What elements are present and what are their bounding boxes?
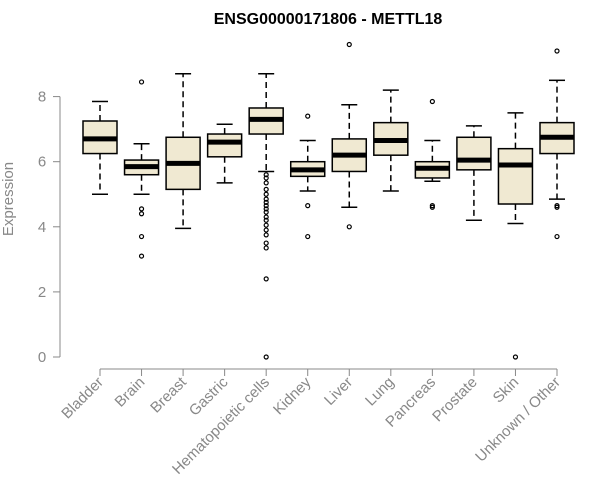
y-tick-label: 8 <box>38 89 46 106</box>
outlier-point <box>263 172 269 178</box>
y-axis: 0 2 4 6 8 <box>38 89 61 366</box>
box-liver <box>331 41 368 230</box>
outlier-point <box>263 245 269 251</box>
x-tick-label: Breast <box>147 373 190 416</box>
y-tick-label: 6 <box>38 154 46 171</box>
outlier-point <box>263 209 269 215</box>
outlier-point <box>263 196 269 202</box>
x-tick-label: Lung <box>362 374 398 410</box>
outlier-point <box>512 354 519 360</box>
x-tick-label: Prostate <box>429 374 481 426</box>
iqr-box <box>497 147 534 205</box>
box-gastric <box>206 123 243 184</box>
outlier-point <box>138 253 145 259</box>
iqr-box <box>206 133 243 158</box>
outlier-point <box>263 191 269 197</box>
outlier-point <box>263 276 269 282</box>
box-hematopoietic-cells <box>248 73 284 360</box>
outlier-point <box>263 214 269 220</box>
outlier-point <box>263 354 269 360</box>
outlier-point <box>263 180 269 186</box>
x-tick-label: Kidney <box>270 373 315 418</box>
y-tick-label: 0 <box>38 349 46 366</box>
outlier-point <box>554 48 560 54</box>
boxes-group <box>82 41 575 360</box>
box-kidney <box>289 113 326 240</box>
outlier-point <box>429 204 435 210</box>
box-lung <box>373 89 409 192</box>
y-tick-label: 2 <box>38 284 46 301</box>
box-skin <box>497 112 534 360</box>
chart-title: ENSG00000171806 - METTL18 <box>214 11 443 28</box>
outlier-point <box>138 211 145 217</box>
box-prostate <box>456 125 492 222</box>
outlier-point <box>263 240 269 246</box>
x-tick-label: Skin <box>490 374 523 407</box>
box-bladder <box>82 100 118 195</box>
outlier-point <box>305 233 311 240</box>
y-tick-label: 4 <box>38 219 46 236</box>
outlier-point <box>263 222 269 228</box>
outlier-point <box>346 224 352 230</box>
outlier-point <box>263 199 269 205</box>
outlier-point <box>263 186 269 192</box>
iqr-box <box>456 136 492 171</box>
x-tick-label: Brain <box>112 374 149 411</box>
x-tick-label: Bladder <box>58 374 107 423</box>
outlier-point <box>554 233 560 240</box>
y-axis-label: Expression <box>0 162 17 236</box>
box-pancreas <box>414 98 451 210</box>
outlier-point <box>263 227 269 233</box>
outlier-point <box>263 206 269 212</box>
outlier-point <box>138 206 145 212</box>
outlier-point <box>138 79 145 85</box>
outlier-point <box>263 175 269 181</box>
box-brain <box>123 79 160 259</box>
outlier-point <box>263 232 269 238</box>
box-breast <box>165 73 201 230</box>
box-unknown-other <box>539 48 575 240</box>
outlier-point <box>138 233 145 240</box>
outlier-point <box>429 98 435 105</box>
x-tick-label: Liver <box>321 374 356 409</box>
outlier-point <box>554 204 560 210</box>
outlier-point <box>346 41 352 48</box>
outlier-point <box>305 113 311 119</box>
outlier-point <box>263 217 269 223</box>
outlier-point <box>305 203 311 209</box>
outlier-point <box>263 203 269 209</box>
